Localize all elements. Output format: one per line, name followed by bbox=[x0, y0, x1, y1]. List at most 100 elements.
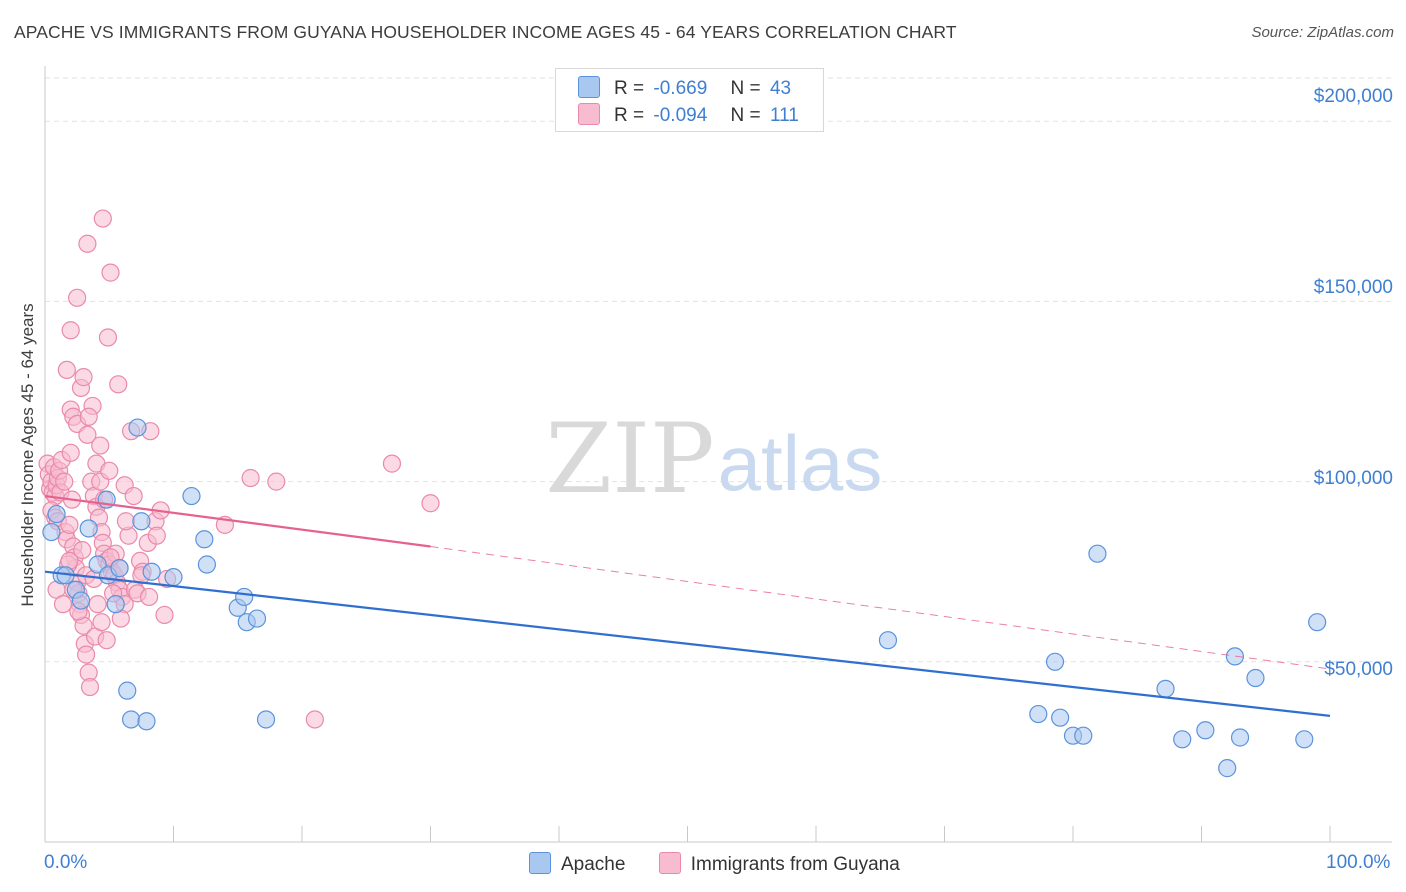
guyana-point bbox=[78, 425, 97, 444]
apache-point bbox=[1029, 704, 1048, 724]
guyana-point bbox=[155, 605, 174, 625]
guyana-point bbox=[80, 677, 100, 697]
apache-point bbox=[1295, 730, 1314, 749]
guyana-point bbox=[98, 328, 118, 347]
apache-point bbox=[182, 486, 201, 506]
legend-item-apache[interactable]: Apache bbox=[529, 852, 625, 876]
apache-point bbox=[121, 710, 141, 729]
chart-title: APACHE VS IMMIGRANTS FROM GUYANA HOUSEHO… bbox=[14, 22, 957, 42]
apache-point bbox=[1196, 721, 1215, 740]
trend-lines bbox=[44, 494, 1331, 717]
apache-point bbox=[1088, 544, 1107, 563]
y-axis-label: Householder Income Ages 45 - 64 years bbox=[18, 303, 37, 607]
guyana-swatch bbox=[578, 103, 600, 125]
series-legend: Apache Immigrants from Guyana bbox=[529, 852, 928, 876]
n-label: N = bbox=[730, 78, 761, 99]
apache-n-value: 43 bbox=[769, 78, 792, 99]
apache-point bbox=[118, 681, 137, 700]
apache-point bbox=[71, 591, 91, 610]
r-label: R = bbox=[614, 78, 645, 99]
apache-point bbox=[110, 559, 129, 578]
apache-point bbox=[42, 522, 61, 542]
apache-point bbox=[197, 555, 217, 574]
guyana-point bbox=[78, 234, 97, 253]
guyana-point bbox=[97, 631, 116, 650]
apache-point bbox=[256, 710, 276, 729]
y-tick-label: $200,000 bbox=[1313, 86, 1393, 107]
apache-point bbox=[132, 512, 151, 531]
guyana-point bbox=[93, 209, 112, 228]
apache-point bbox=[247, 609, 267, 628]
guyana-point bbox=[109, 375, 128, 394]
guyana-point bbox=[100, 461, 119, 480]
apache-point bbox=[142, 562, 161, 581]
apache-point bbox=[106, 595, 125, 614]
source-credit: Source: ZipAtlas.com bbox=[1251, 24, 1394, 41]
guyana-point bbox=[61, 443, 80, 462]
apache-point bbox=[137, 712, 156, 731]
guyana-point bbox=[77, 645, 96, 664]
apache-point bbox=[164, 568, 183, 587]
guyana-point bbox=[73, 540, 92, 560]
guyana-point bbox=[421, 494, 440, 513]
watermark: ZIP atlas bbox=[545, 403, 882, 515]
apache-swatch bbox=[578, 76, 600, 98]
guyana-point bbox=[57, 360, 76, 380]
apache-point bbox=[1225, 647, 1245, 666]
guyana-n-value: 111 bbox=[769, 105, 799, 126]
apache-point bbox=[1246, 668, 1265, 688]
guyana-point bbox=[74, 368, 93, 387]
apache-point bbox=[1308, 613, 1327, 632]
guyana-point bbox=[91, 436, 110, 455]
series-apache-points bbox=[42, 418, 1327, 778]
r-label: R = bbox=[614, 105, 645, 126]
apache-point bbox=[1218, 759, 1237, 778]
apache-point bbox=[1173, 730, 1192, 749]
guyana-point bbox=[382, 454, 402, 473]
apache-point bbox=[128, 418, 147, 437]
correlation-legend: R = -0.669 N = 43 R = -0.094 N = 111 bbox=[555, 68, 824, 132]
n-label: N = bbox=[730, 105, 761, 126]
guyana-r-value: -0.094 bbox=[653, 105, 708, 126]
apache-trend-line bbox=[44, 570, 1331, 717]
legend-apache-label: Apache bbox=[561, 854, 626, 875]
legend-row-apache: R = -0.669 N = 43 bbox=[578, 76, 792, 99]
guyana-point bbox=[241, 468, 260, 488]
guyana-point bbox=[88, 595, 107, 614]
apache-point bbox=[47, 504, 66, 524]
x-tick-label-min: 0.0% bbox=[44, 852, 88, 873]
legend-guyana-label: Immigrants from Guyana bbox=[690, 854, 900, 875]
guyana-point bbox=[53, 595, 73, 614]
guyana-point bbox=[139, 587, 159, 607]
gridlines bbox=[45, 77, 1392, 663]
guyana-point bbox=[61, 321, 80, 340]
guyana-point bbox=[79, 407, 98, 426]
apache-point bbox=[1230, 728, 1250, 747]
apache-swatch bbox=[529, 852, 551, 874]
watermark-zip: ZIP bbox=[545, 403, 714, 515]
y-tick-label: $100,000 bbox=[1313, 468, 1393, 489]
guyana-trend-extension bbox=[430, 545, 1331, 670]
y-tick-label: $150,000 bbox=[1313, 277, 1393, 298]
watermark-atlas: atlas bbox=[718, 419, 883, 507]
apache-point bbox=[878, 631, 898, 650]
apache-point bbox=[235, 587, 254, 607]
guyana-trend-line bbox=[44, 494, 431, 548]
guyana-point bbox=[60, 515, 79, 534]
axes bbox=[44, 66, 1392, 843]
apache-r-value: -0.669 bbox=[653, 78, 708, 99]
guyana-point bbox=[68, 288, 87, 307]
guyana-point bbox=[101, 263, 120, 282]
apache-point bbox=[1074, 726, 1093, 745]
guyana-point bbox=[267, 472, 286, 491]
apache-point bbox=[1045, 652, 1065, 671]
guyana-point bbox=[92, 613, 111, 632]
y-tick-label: $50,000 bbox=[1324, 659, 1393, 680]
apache-point bbox=[79, 519, 98, 538]
guyana-point bbox=[116, 512, 136, 531]
series-guyana-points bbox=[38, 209, 440, 729]
legend-item-guyana[interactable]: Immigrants from Guyana bbox=[658, 852, 900, 876]
guyana-point bbox=[55, 472, 74, 491]
apache-point bbox=[1156, 679, 1175, 698]
